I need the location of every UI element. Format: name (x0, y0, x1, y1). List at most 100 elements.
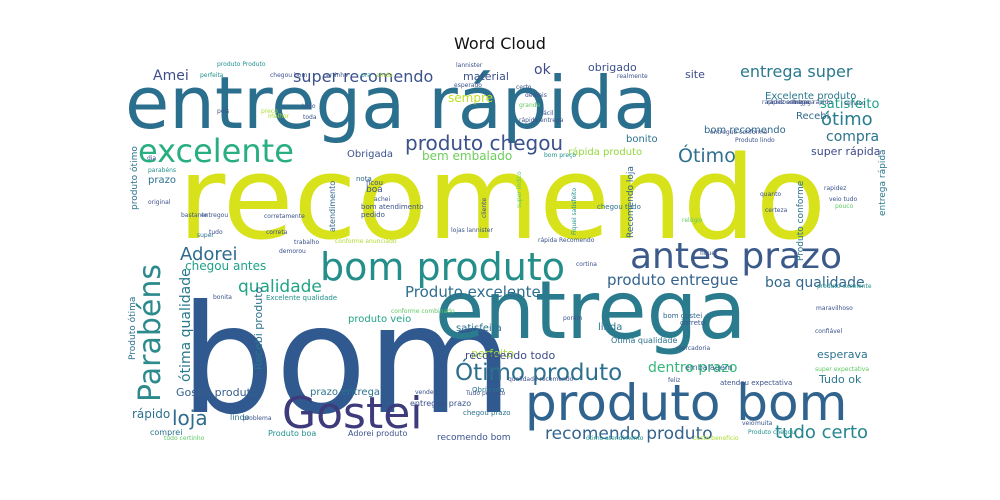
word-excelente: excelente (138, 132, 294, 170)
word-atendeu-expectativa: atendeu expectativa (720, 379, 792, 387)
word-cortina: cortina (576, 261, 597, 268)
word-entrega-rapida: entrega rápida (878, 149, 888, 216)
word-toda: toda (303, 114, 317, 121)
word-recebi-produto: Recebi produto (252, 286, 265, 370)
word-pra: pra (361, 72, 371, 79)
word-embalagem: embalagem (685, 363, 733, 372)
word-lojas-lannister: lojas lannister (451, 227, 494, 234)
word-rapido: rápido (132, 407, 170, 421)
word-cliente: cliente (481, 198, 488, 218)
word-nota: nota (356, 175, 372, 183)
word-pois: pois (217, 108, 229, 115)
word-produto-boa: Produto boa (268, 429, 316, 438)
word-produto-chegou: produto chegou (405, 131, 563, 155)
word-obrigado: Obrigado (472, 386, 504, 394)
word-produto-entregue: produto entregue (607, 271, 738, 289)
word-tudo-certinho: tudo certinho (164, 435, 205, 442)
word-rapida-produto: rápida produto (568, 146, 642, 158)
word-produto-lindo: Produto lindo (735, 137, 775, 144)
word-pedido: pedido (361, 211, 385, 219)
word-esperava: esperava (817, 348, 868, 361)
word-super-indico: super indico (516, 171, 523, 208)
word-atendimento: atendimento (328, 181, 337, 232)
word-rapidez-entrega: rápidez entrega (762, 99, 810, 106)
word-certo: certo (516, 84, 532, 91)
word-produto-veio: produto veio (348, 314, 411, 325)
word-feliz: feliz (668, 377, 680, 384)
word-custo-beneficio: custo benefício (693, 435, 739, 442)
word-otimo-atendimento: ótimo atendimento (586, 435, 644, 442)
word-mercadoria: mercadoria (676, 345, 710, 352)
word-otima-qualidade: ótima qualidade (178, 268, 194, 382)
word-rapidez: rapidez (824, 185, 846, 192)
word-fiquei-satisfeito: Fiquei satisfeito (571, 188, 578, 235)
word-compra: compra (826, 129, 879, 145)
word-super-recomendo: super recomendo (293, 67, 433, 86)
word-relogio: relógio (682, 217, 703, 224)
word-produto-otimo: produto ótimo (129, 146, 140, 210)
word-rapida-entrega: rápida entrega (519, 117, 564, 124)
word-recomendo-loja: Recomendo loja (626, 166, 636, 238)
word-correta: correta (266, 229, 288, 236)
word-entregue-prazo: entregue prazo (410, 399, 471, 408)
word-entrega-rapida: entrega rápida (125, 61, 657, 145)
word-rapidos-entrega: rápidos entrega (767, 99, 815, 106)
word-confiavel: confiável (815, 328, 842, 335)
word-certinho: certinho (323, 72, 348, 79)
word-excelente-produto: Excelente produto (765, 91, 856, 102)
word-super-rapida: super rápida (811, 145, 881, 158)
word-melhor: melhor (268, 113, 290, 120)
word-corretamente: corretamente (264, 213, 305, 220)
word-satisfeito: satisfeito (820, 97, 880, 112)
word-sempre: sempre (448, 91, 493, 105)
word-certeza: certeza (765, 207, 788, 214)
word-quanto: quanto (760, 191, 781, 198)
word-demais: demais (525, 92, 547, 99)
word-amei: Amei (153, 68, 189, 84)
word-otimo-produto: Ótimo produto (455, 358, 622, 386)
word-bonito: bonito (626, 134, 658, 145)
word-obrigado: obrigado (588, 61, 637, 74)
word-preco: preço (261, 108, 278, 115)
word-bom-atendimento: bom atendimento (361, 203, 424, 211)
word-chegou-tudo: chegou tudo (597, 203, 641, 211)
word-pouco: pouco (835, 203, 854, 210)
word-qualidade: qualidade (238, 277, 322, 297)
word-chegou-bom: chegou bom (270, 72, 307, 79)
word-bonita: bonita (213, 294, 232, 301)
word-perfeita: perfeita (200, 72, 224, 79)
word-material: material (463, 70, 509, 83)
word-problema: problema (243, 415, 272, 422)
word-gostei-produto: Gostei produto (176, 386, 258, 399)
word-ok: ok (534, 62, 552, 78)
word-adorei-produto: Adorei produto (348, 429, 407, 438)
word-recomendo-produto: recomendo produto (545, 424, 713, 444)
word-todo: todo (302, 103, 316, 110)
word-perfeito: perfeito (471, 347, 514, 360)
word-gostei: Gostei (282, 388, 423, 439)
word-servico: servico (844, 100, 866, 107)
word-conforme-anunciado: conforme anunciado (335, 238, 397, 245)
word-vendedor: vendedor (415, 389, 444, 396)
word-original: original (148, 199, 171, 206)
word-lannister: lannister (456, 62, 483, 69)
word-achei: achei (374, 196, 390, 203)
word-recomendo: recomendo (178, 132, 826, 266)
word-site: site (685, 68, 705, 81)
word-super: super (197, 232, 214, 239)
word-super-expectativa: super expectativa (815, 366, 869, 373)
word-chegou-rapido: chegou rápido (789, 99, 832, 106)
word-tudo-ok: Tudo ok (818, 373, 862, 386)
word-produto-conforme: Produto conforme (796, 180, 806, 261)
word-bastante: bastante (181, 212, 208, 219)
word-facil: fácil (541, 110, 554, 117)
word-fiquei: fiquei (700, 250, 717, 257)
word-entrega-super: entrega super (740, 62, 853, 81)
word-otimo: Ótimo (678, 143, 736, 167)
word-boa: boa (366, 185, 383, 195)
word-satisfeita: satisfeita (456, 323, 502, 334)
word-chegou-antes: chegou antes (185, 259, 266, 273)
word-entrega: entrega (435, 264, 746, 357)
word-otima-qualidade: Ótima qualidade (611, 334, 677, 345)
